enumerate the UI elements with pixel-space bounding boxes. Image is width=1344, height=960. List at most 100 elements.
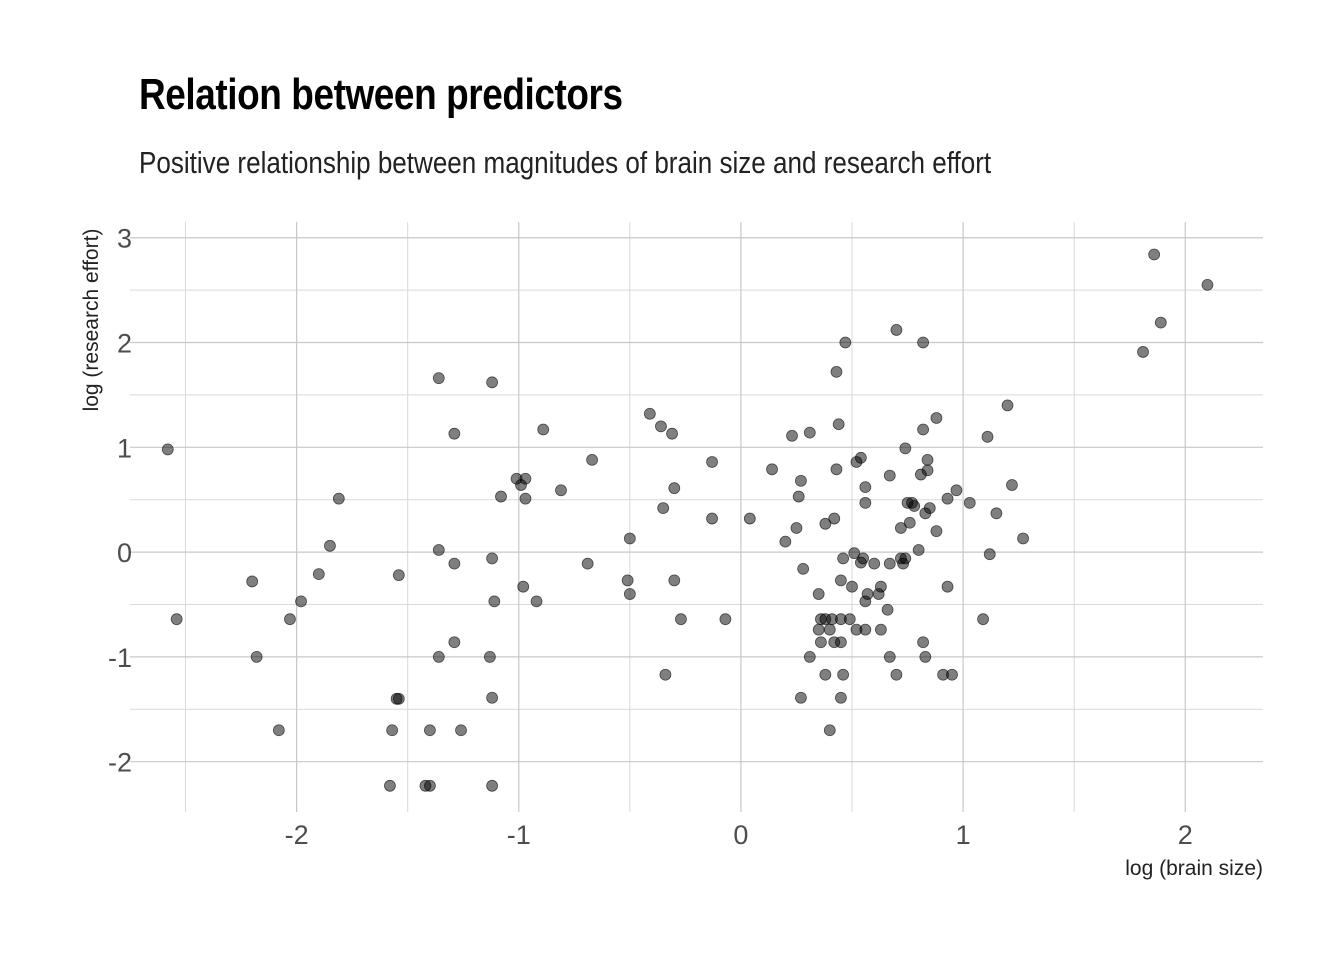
data-point xyxy=(623,532,636,545)
data-point xyxy=(779,535,792,548)
data-point xyxy=(812,623,825,636)
data-point xyxy=(941,580,954,593)
data-point xyxy=(643,407,656,420)
data-point xyxy=(890,324,903,336)
data-point xyxy=(486,552,499,565)
data-point xyxy=(859,496,872,509)
data-point xyxy=(324,539,336,552)
x-tick-label: 1 xyxy=(956,820,971,850)
x-tick-label: -2 xyxy=(285,820,309,850)
data-point xyxy=(295,595,307,608)
data-point xyxy=(854,451,867,464)
data-point xyxy=(917,636,929,649)
data-point xyxy=(803,651,816,663)
data-point xyxy=(384,779,396,792)
data-point xyxy=(1006,479,1018,491)
data-point xyxy=(848,547,861,560)
data-point xyxy=(835,636,847,649)
data-point xyxy=(835,574,847,587)
data-point xyxy=(424,724,436,737)
data-point xyxy=(392,569,405,582)
y-tick-label: 2 xyxy=(117,329,132,359)
data-point xyxy=(919,651,932,663)
data-point xyxy=(819,517,832,530)
data-point xyxy=(941,492,954,505)
data-point xyxy=(455,724,467,737)
data-point xyxy=(668,482,681,495)
data-point xyxy=(908,500,921,512)
chart-subtitle: Positive relationship between magnitudes… xyxy=(139,145,992,180)
y-tick-label: 1 xyxy=(117,433,132,463)
data-point xyxy=(837,552,850,565)
x-tick-label: 2 xyxy=(1178,820,1193,850)
data-point xyxy=(1148,248,1161,261)
data-point xyxy=(917,336,929,349)
x-tick-label: -1 xyxy=(507,820,531,850)
data-point xyxy=(859,623,872,636)
data-point xyxy=(448,427,461,440)
data-point xyxy=(899,552,912,565)
data-point xyxy=(706,512,718,525)
data-point xyxy=(530,595,543,608)
data-point xyxy=(483,651,496,663)
data-point xyxy=(655,420,667,433)
data-point xyxy=(432,544,445,556)
data-point xyxy=(830,365,843,378)
data-point xyxy=(803,426,816,439)
y-tick-label: 0 xyxy=(117,538,132,568)
data-point xyxy=(657,502,670,514)
data-point xyxy=(659,668,672,681)
data-point xyxy=(161,443,174,456)
data-point xyxy=(284,613,296,626)
grid-lines xyxy=(130,222,1263,812)
data-point xyxy=(981,430,994,443)
data-point xyxy=(486,376,499,389)
data-point xyxy=(766,463,778,476)
data-point xyxy=(883,651,896,663)
data-point xyxy=(946,668,958,681)
data-point xyxy=(894,522,907,534)
data-point xyxy=(890,668,903,681)
data-point xyxy=(537,423,550,436)
data-point xyxy=(706,456,718,468)
data-point xyxy=(1154,316,1167,329)
y-tick-label: -1 xyxy=(108,643,132,673)
data-point xyxy=(823,623,836,636)
data-point xyxy=(272,724,285,737)
data-point xyxy=(859,481,872,494)
data-point xyxy=(1137,346,1149,358)
data-point xyxy=(899,442,912,455)
data-point xyxy=(857,552,870,565)
y-axis-label: log (research effort) xyxy=(80,229,103,412)
data-point xyxy=(923,502,936,514)
data-point xyxy=(874,580,887,593)
data-point xyxy=(795,691,807,704)
data-point xyxy=(823,724,836,737)
data-point xyxy=(666,427,678,440)
data-point xyxy=(250,651,263,663)
data-point xyxy=(623,588,636,600)
data-point xyxy=(586,453,598,466)
data-point xyxy=(930,412,943,424)
data-point xyxy=(795,474,807,487)
data-point xyxy=(837,668,850,681)
data-point xyxy=(950,484,963,497)
data-point xyxy=(868,557,881,570)
data-point xyxy=(386,724,399,737)
data-point xyxy=(930,525,943,538)
data-point xyxy=(519,492,532,505)
data-points xyxy=(161,248,1214,792)
data-point xyxy=(486,691,499,704)
data-point xyxy=(486,779,499,792)
data-point xyxy=(581,557,594,570)
data-point xyxy=(392,692,405,705)
data-point xyxy=(983,548,996,561)
data-point xyxy=(432,372,445,385)
data-point xyxy=(1017,532,1029,545)
data-point xyxy=(843,613,856,626)
data-point xyxy=(846,580,858,593)
y-axis-ticks: -2 -1 0 1 2 3 xyxy=(108,224,132,778)
data-point xyxy=(170,613,183,626)
data-point xyxy=(881,603,894,616)
data-point xyxy=(1001,399,1014,412)
